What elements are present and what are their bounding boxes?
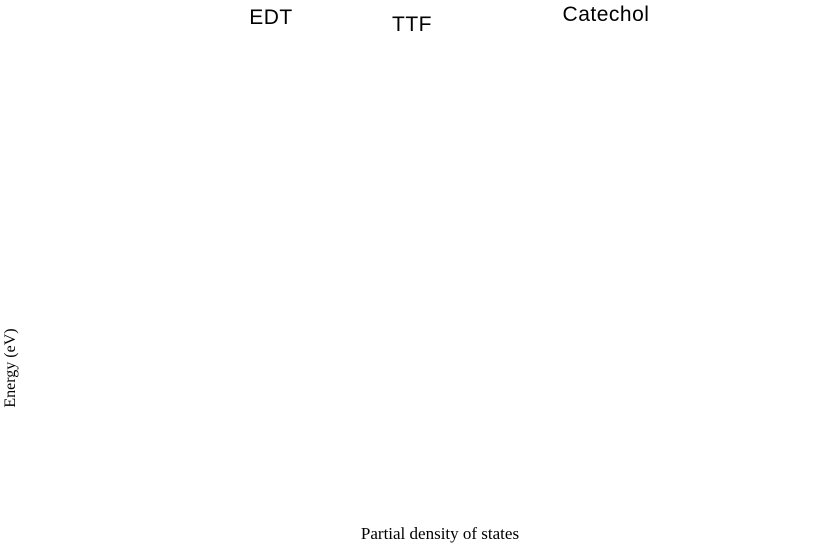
- fragment-title-edt: EDT: [249, 6, 293, 29]
- y-axis-title: Energy (eV): [2, 328, 19, 408]
- fragment-title-ttf: TTF: [392, 13, 432, 36]
- x-axis-title: Partial density of states: [360, 524, 520, 543]
- fragment-title-catechol: Catechol: [562, 3, 650, 26]
